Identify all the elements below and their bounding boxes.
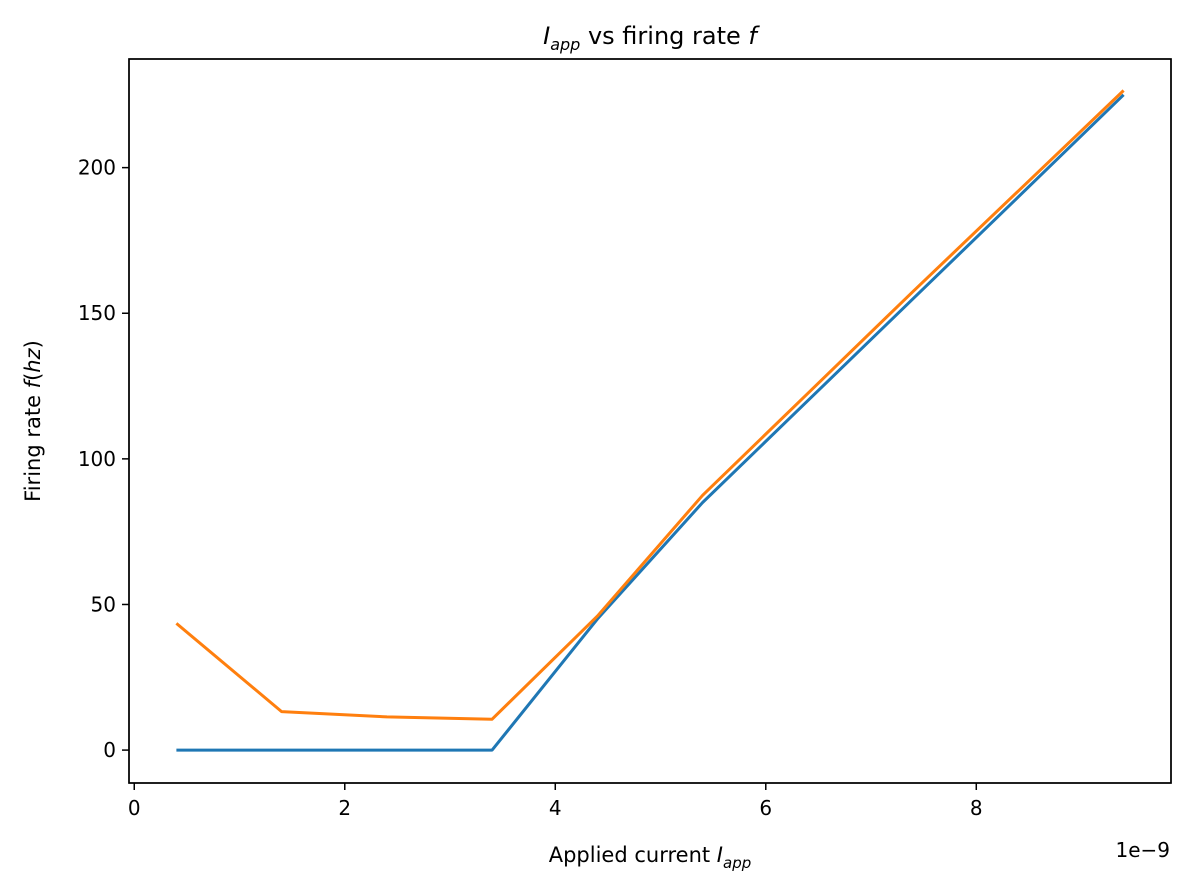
plot-area [128,58,1172,784]
y-tick-label: 150 [78,301,116,325]
series-line-0 [176,93,1125,752]
series-line-1 [175,89,1125,721]
x-tick-label: 6 [759,796,772,820]
x-tick-label: 2 [338,796,351,820]
series-layer [175,89,1125,752]
y-tick-label: 100 [78,447,116,471]
x-tick-label: 4 [549,796,562,820]
y-tick-label: 0 [103,738,116,762]
chart-title: Iapp vs firing rate f [543,22,760,54]
y-axis-label: Firing rate f(hz) [21,340,45,502]
plot-border [128,58,1172,784]
x-tick-label: 8 [970,796,983,820]
y-tick-label: 50 [91,592,116,616]
x-tick-label: 0 [128,796,141,820]
y-tick-label: 200 [78,156,116,180]
x-axis: 0 2 4 6 8 [128,783,983,820]
x-axis-label: Applied current Iapp [549,843,752,872]
x-offset-label: 1e−9 [1115,838,1170,862]
y-axis: 0 50 100 150 200 [78,156,129,762]
